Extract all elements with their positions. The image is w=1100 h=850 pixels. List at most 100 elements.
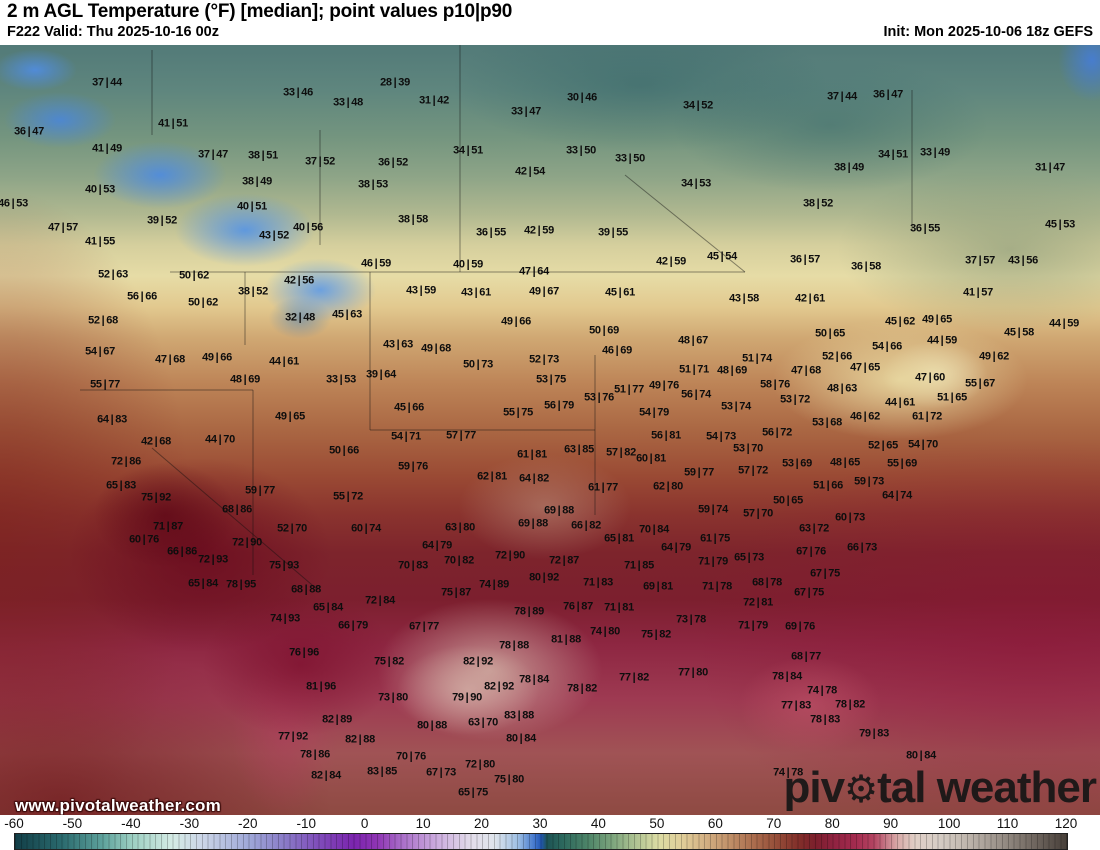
point-value: 46 | 59 — [361, 257, 391, 270]
point-value: 71 | 85 — [624, 559, 654, 572]
point-value: 81 | 88 — [551, 633, 581, 646]
point-value: 41 | 55 — [85, 235, 115, 248]
point-value: 34 | 51 — [453, 144, 483, 157]
point-value: 73 | 78 — [676, 613, 706, 626]
point-value: 36 | 52 — [378, 156, 408, 169]
point-value: 43 | 59 — [406, 284, 436, 297]
point-value: 47 | 68 — [791, 364, 821, 377]
point-value: 45 | 53 — [1045, 218, 1075, 231]
point-value: 52 | 63 — [98, 268, 128, 281]
point-value: 43 | 61 — [461, 286, 491, 299]
point-value: 33 | 49 — [920, 146, 950, 159]
point-value: 60 | 73 — [835, 511, 865, 524]
colorbar-tick: 80 — [824, 816, 840, 831]
point-value: 70 | 82 — [444, 554, 474, 567]
point-value: 72 | 81 — [743, 596, 773, 609]
point-value: 45 | 61 — [605, 286, 635, 299]
point-value: 45 | 62 — [885, 315, 915, 328]
point-value: 49 | 68 — [421, 342, 451, 355]
colorbar-tick: 40 — [590, 816, 606, 831]
point-value: 78 | 89 — [514, 605, 544, 618]
point-value: 47 | 64 — [519, 265, 549, 278]
point-value: 46 | 53 — [0, 197, 28, 210]
point-value: 52 | 65 — [868, 439, 898, 452]
point-value: 65 | 83 — [106, 479, 136, 492]
point-value: 72 | 80 — [465, 758, 495, 771]
point-value: 38 | 52 — [238, 285, 268, 298]
point-value: 37 | 47 — [198, 148, 228, 161]
logo-text-right: tal weather — [877, 763, 1097, 812]
point-value: 72 | 93 — [198, 553, 228, 566]
colorbar-tick: -50 — [62, 816, 83, 831]
point-value: 31 | 47 — [1035, 161, 1065, 174]
point-value: 75 | 82 — [374, 655, 404, 668]
point-value: 51 | 65 — [937, 391, 967, 404]
point-value: 37 | 52 — [305, 155, 335, 168]
point-value: 66 | 73 — [847, 541, 877, 554]
point-value: 78 | 88 — [499, 639, 529, 652]
point-value: 67 | 76 — [796, 545, 826, 558]
point-value: 77 | 80 — [678, 666, 708, 679]
point-value: 60 | 76 — [129, 533, 159, 546]
point-value: 82 | 84 — [311, 769, 341, 782]
temperature-shading-map — [0, 45, 1100, 815]
point-value: 38 | 52 — [803, 197, 833, 210]
point-value: 74 | 89 — [479, 578, 509, 591]
point-value: 75 | 80 — [494, 773, 524, 786]
point-value: 33 | 46 — [283, 86, 313, 99]
point-value: 36 | 57 — [790, 253, 820, 266]
point-value: 74 | 93 — [270, 612, 300, 625]
point-value: 52 | 70 — [277, 522, 307, 535]
point-value: 55 | 72 — [333, 490, 363, 503]
point-value: 60 | 74 — [351, 522, 381, 535]
point-value: 53 | 68 — [812, 416, 842, 429]
point-value: 74 | 78 — [773, 766, 803, 779]
point-value: 67 | 75 — [794, 586, 824, 599]
point-value: 39 | 64 — [366, 368, 396, 381]
point-value: 48 | 69 — [230, 373, 260, 386]
point-value: 80 | 88 — [417, 719, 447, 732]
point-value: 39 | 52 — [147, 214, 177, 227]
point-value: 82 | 92 — [463, 655, 493, 668]
point-value: 79 | 83 — [859, 727, 889, 740]
colorbar-segments — [15, 834, 1067, 849]
point-value: 50 | 73 — [463, 358, 493, 371]
point-value: 42 | 59 — [656, 255, 686, 268]
point-value: 43 | 52 — [259, 229, 289, 242]
point-value: 56 | 66 — [127, 290, 157, 303]
point-value: 57 | 70 — [743, 507, 773, 520]
point-value: 48 | 65 — [830, 456, 860, 469]
point-value: 68 | 86 — [222, 503, 252, 516]
point-value: 46 | 69 — [602, 344, 632, 357]
point-value: 70 | 83 — [398, 559, 428, 572]
point-value: 55 | 75 — [503, 406, 533, 419]
point-value: 38 | 58 — [398, 213, 428, 226]
colorbar-tick: 90 — [883, 816, 899, 831]
point-value: 66 | 86 — [167, 545, 197, 558]
point-value: 33 | 47 — [511, 105, 541, 118]
point-value: 68 | 77 — [791, 650, 821, 663]
point-value: 36 | 55 — [476, 226, 506, 239]
point-value: 41 | 49 — [92, 142, 122, 155]
colorbar-gradient — [14, 833, 1068, 850]
point-value: 61 | 77 — [588, 481, 618, 494]
point-value: 77 | 83 — [781, 699, 811, 712]
point-value: 55 | 69 — [887, 457, 917, 470]
point-value: 41 | 57 — [963, 286, 993, 299]
point-value: 36 | 55 — [910, 222, 940, 235]
logo-text-left: piv — [783, 763, 845, 812]
point-value: 41 | 51 — [158, 117, 188, 130]
point-value: 67 | 73 — [426, 766, 456, 779]
point-value: 50 | 66 — [329, 444, 359, 457]
point-value: 56 | 81 — [651, 429, 681, 442]
border-lines — [80, 45, 913, 591]
point-value: 34 | 51 — [878, 148, 908, 161]
point-value: 61 | 81 — [517, 448, 547, 461]
point-value: 32 | 48 — [285, 311, 315, 324]
point-value: 45 | 54 — [707, 250, 737, 263]
point-value: 63 | 80 — [445, 521, 475, 534]
point-value: 38 | 53 — [358, 178, 388, 191]
point-value: 74 | 80 — [590, 625, 620, 638]
point-value: 37 | 44 — [827, 90, 857, 103]
